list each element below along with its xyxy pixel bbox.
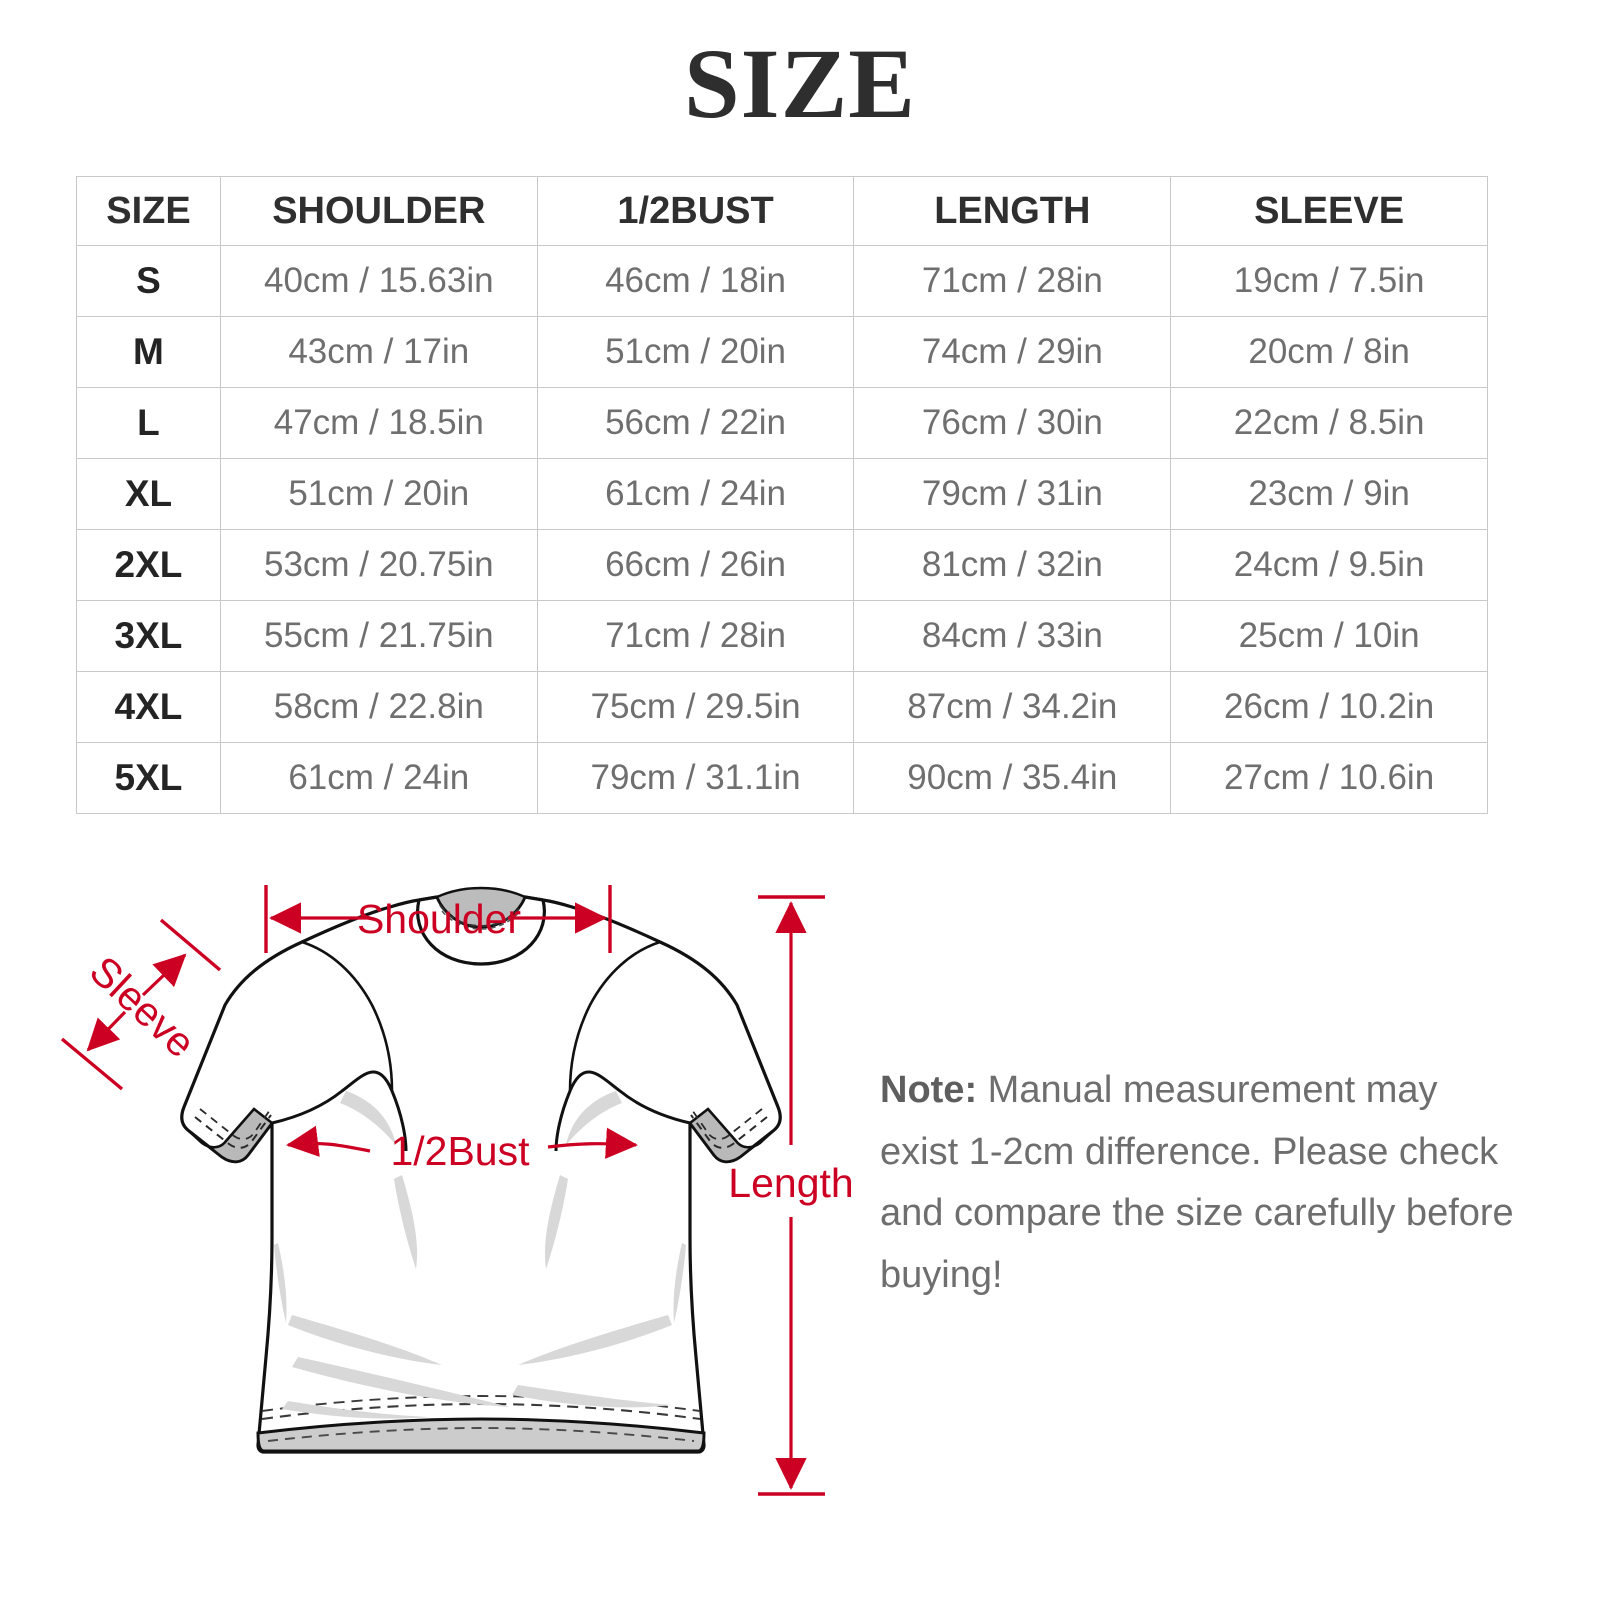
tshirt-cuff-left-stitch-a [194, 1114, 272, 1149]
cell-shoulder: 51cm / 20in [219, 458, 538, 530]
tshirt-cuff-right-inner [688, 1107, 774, 1163]
cell-size: S [76, 245, 221, 317]
tshirt-cuff-left-stitch-b [199, 1106, 273, 1140]
annotation-shoulder: Shoulder [264, 885, 612, 953]
table-row: 2XL 53cm / 20.75in 66cm / 26in 81cm / 32… [76, 529, 1488, 601]
tshirt-shoulder-seam-left [301, 940, 394, 1092]
cell-half-bust: 66cm / 26in [536, 529, 855, 601]
tshirt-armhole-left [271, 1070, 408, 1152]
cell-half-bust: 51cm / 20in [536, 316, 855, 388]
cell-length: 74cm / 29in [853, 316, 1172, 388]
cell-sleeve: 26cm / 10.2in [1170, 671, 1488, 743]
tshirt-armhole-right [554, 1070, 691, 1152]
annotation-sleeve: Sleeve [60, 918, 222, 1091]
tshirt-illustration [180, 886, 782, 1454]
cell-size: 4XL [76, 671, 221, 743]
table-row: 3XL 55cm / 21.75in 71cm / 28in 84cm / 33… [76, 600, 1488, 672]
measurement-note: Note: Manual measurement may exist 1-2cm… [880, 1060, 1520, 1306]
cell-length: 76cm / 30in [853, 387, 1172, 459]
tshirt-cuff-left-inner [188, 1107, 274, 1163]
table-row: XL 51cm / 20in 61cm / 24in 79cm / 31in 2… [76, 458, 1488, 530]
cell-half-bust: 56cm / 22in [536, 387, 855, 459]
cell-size: 2XL [76, 529, 221, 601]
note-text: Manual measurement may exist 1-2cm diffe… [880, 1069, 1514, 1296]
tshirt-cuff-right-stitch-a [690, 1114, 768, 1149]
cell-size: 3XL [76, 600, 221, 672]
cell-half-bust: 75cm / 29.5in [536, 671, 855, 743]
tshirt-shoulder-seam-right [568, 940, 661, 1092]
cell-sleeve: 20cm / 8in [1170, 316, 1488, 388]
tshirt-measurement-diagram: Shoulder Sleeve 1/2Bust Length [40, 845, 870, 1565]
cell-sleeve: 25cm / 10in [1170, 600, 1488, 672]
half-bust-arrow-left [286, 1125, 371, 1157]
sleeve-arrow-upper [141, 953, 187, 997]
cell-half-bust: 79cm / 31.1in [536, 742, 855, 814]
cell-length: 71cm / 28in [853, 245, 1172, 317]
cell-shoulder: 43cm / 17in [219, 316, 538, 388]
cell-sleeve: 23cm / 9in [1170, 458, 1488, 530]
sleeve-tick-upper [159, 918, 222, 972]
cell-length: 84cm / 33in [853, 600, 1172, 672]
size-chart-table: SIZE SHOULDER 1/2BUST LENGTH SLEEVE S 40… [76, 176, 1488, 814]
cell-shoulder: 47cm / 18.5in [219, 387, 538, 459]
shoulder-label: Shoulder [357, 896, 521, 942]
size-chart-table-container: SIZE SHOULDER 1/2BUST LENGTH SLEEVE S 40… [76, 176, 1488, 814]
sleeve-label: Sleeve [81, 947, 204, 1066]
length-label: Length [728, 1160, 853, 1206]
column-header-shoulder: SHOULDER [219, 176, 538, 246]
sleeve-arrow-lower [86, 1010, 127, 1052]
cell-half-bust: 71cm / 28in [536, 600, 855, 672]
cell-size: 5XL [76, 742, 221, 814]
cell-shoulder: 40cm / 15.63in [219, 245, 538, 317]
table-header-row: SIZE SHOULDER 1/2BUST LENGTH SLEEVE [76, 176, 1488, 246]
cell-size: L [76, 387, 221, 459]
table-row: 4XL 58cm / 22.8in 75cm / 29.5in 87cm / 3… [76, 671, 1488, 743]
cell-shoulder: 58cm / 22.8in [219, 671, 538, 743]
table-row: M 43cm / 17in 51cm / 20in 74cm / 29in 20… [76, 316, 1488, 388]
cell-length: 79cm / 31in [853, 458, 1172, 530]
tshirt-cuff-right-stitch-b [689, 1106, 763, 1140]
column-header-sleeve: SLEEVE [1170, 176, 1488, 246]
half-bust-label: 1/2Bust [390, 1128, 530, 1174]
cell-half-bust: 61cm / 24in [536, 458, 855, 530]
column-header-size: SIZE [76, 176, 221, 246]
tshirt-hem-inner [256, 1417, 706, 1453]
cell-shoulder: 53cm / 20.75in [219, 529, 538, 601]
cell-length: 90cm / 35.4in [853, 742, 1172, 814]
cell-size: M [76, 316, 221, 388]
tshirt-collar-stitch [439, 904, 523, 928]
cell-sleeve: 22cm / 8.5in [1170, 387, 1488, 459]
column-header-half-bust: 1/2BUST [536, 176, 855, 246]
half-bust-arrow-right [547, 1127, 638, 1159]
tshirt-fabric-shading [274, 1091, 686, 1419]
column-header-length: LENGTH [853, 176, 1172, 246]
cell-sleeve: 27cm / 10.6in [1170, 742, 1488, 814]
cell-length: 81cm / 32in [853, 529, 1172, 601]
annotation-half-bust: 1/2Bust [286, 1125, 638, 1174]
table-row: L 47cm / 18.5in 56cm / 22in 76cm / 30in … [76, 387, 1488, 459]
cell-shoulder: 55cm / 21.75in [219, 600, 538, 672]
cell-size: XL [76, 458, 221, 530]
tshirt-hem-stitch-c [267, 1427, 695, 1442]
page-title: SIZE [684, 28, 916, 139]
annotation-length: Length [728, 895, 854, 1496]
cell-shoulder: 61cm / 24in [219, 742, 538, 814]
cell-half-bust: 46cm / 18in [536, 245, 855, 317]
tshirt-outline [180, 895, 782, 1454]
sleeve-tick-lower [60, 1037, 124, 1091]
table-row: 5XL 61cm / 24in 79cm / 31.1in 90cm / 35.… [76, 742, 1488, 814]
cell-sleeve: 19cm / 7.5in [1170, 245, 1488, 317]
table-row: S 40cm / 15.63in 46cm / 18in 71cm / 28in… [76, 245, 1488, 317]
cell-sleeve: 24cm / 9.5in [1170, 529, 1488, 601]
note-label: Note: [880, 1069, 978, 1111]
cell-length: 87cm / 34.2in [853, 671, 1172, 743]
